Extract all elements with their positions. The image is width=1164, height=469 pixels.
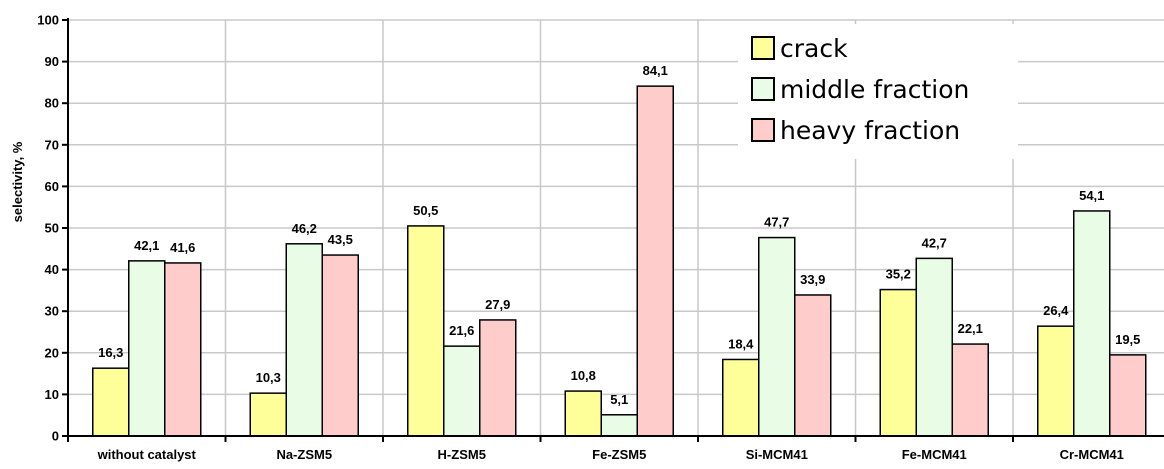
data-label: 47,7: [764, 215, 789, 230]
bar-middle-fraction: [758, 236, 796, 437]
data-label: 54,1: [1079, 188, 1104, 203]
bar-heavy-fraction: [794, 294, 832, 437]
bar-heavy-fraction: [479, 319, 517, 437]
y-tick-label: 80: [45, 96, 59, 111]
y-tick-label: 30: [45, 304, 59, 319]
data-label: 33,9: [800, 272, 825, 287]
data-label: 42,1: [134, 238, 159, 253]
data-label: 21,6: [449, 323, 474, 338]
bar-middle-fraction: [915, 257, 953, 437]
bar-crack: [1037, 325, 1075, 437]
y-tick-label: 0: [52, 429, 59, 444]
bar-middle-fraction: [285, 243, 323, 437]
y-tick-label: 50: [45, 221, 59, 236]
x-tick-label: Si-MCM41: [746, 447, 808, 462]
x-tick-label: Cr-MCM41: [1060, 447, 1124, 462]
y-tick-label: 100: [37, 13, 59, 28]
data-label: 26,4: [1043, 303, 1069, 318]
bar-middle-fraction: [600, 414, 638, 437]
data-label: 5,1: [610, 392, 628, 407]
x-tick-label: without catalyst: [97, 447, 197, 462]
bar-heavy-fraction: [636, 85, 674, 437]
data-label: 10,3: [256, 370, 281, 385]
y-tick-label: 90: [45, 54, 59, 69]
y-tick-labels: 0 10 20 30 40 50 60 70 80 90 100: [37, 13, 59, 444]
y-tick-label: 70: [45, 137, 59, 152]
legend-swatch-middle-fraction: [751, 77, 775, 101]
data-label: 84,1: [643, 63, 668, 78]
data-label: 19,5: [1115, 332, 1140, 347]
bar-crack: [92, 367, 130, 437]
bar-heavy-fraction: [951, 343, 989, 437]
bar-crack: [722, 358, 760, 437]
y-tick-label: 10: [45, 387, 59, 402]
bar-middle-fraction: [128, 260, 166, 437]
legend-label: middle fraction: [780, 75, 969, 104]
y-tick-label: 20: [45, 345, 59, 360]
bar-area: [92, 85, 1147, 437]
x-tick-label: Fe-ZSM5: [592, 447, 646, 462]
legend: crack middle fraction heavy fraction: [738, 24, 1018, 159]
bar-heavy-fraction: [164, 262, 202, 437]
bar-heavy-fraction: [321, 254, 359, 437]
x-tick-label: Fe-MCM41: [902, 447, 967, 462]
x-tick-labels: without catalyst Na-ZSM5 H-ZSM5 Fe-ZSM5 Si-M…: [97, 447, 1124, 462]
bar-middle-fraction: [1073, 210, 1111, 437]
data-label: 35,2: [886, 267, 911, 282]
data-label: 16,3: [98, 345, 123, 360]
y-tick-label: 60: [45, 179, 59, 194]
legend-label: crack: [780, 34, 848, 63]
bar-crack: [564, 390, 602, 437]
bar-heavy-fraction: [1109, 354, 1147, 437]
data-label: 46,2: [292, 221, 317, 236]
x-tick-label: H-ZSM5: [438, 447, 486, 462]
bar-crack: [407, 225, 445, 437]
data-label: 27,9: [485, 297, 510, 312]
data-label: 50,5: [413, 203, 438, 218]
grid-lines: [68, 19, 1164, 436]
legend-label: heavy fraction: [780, 116, 960, 145]
data-label: 22,1: [958, 321, 983, 336]
data-label: 43,5: [328, 232, 353, 247]
x-tick-label: Na-ZSM5: [276, 447, 332, 462]
legend-swatch-crack: [751, 36, 775, 60]
bar-crack: [879, 288, 917, 437]
y-tick-label: 40: [45, 262, 59, 277]
y-axis-title: selectivity, %: [10, 141, 25, 222]
bar-crack: [249, 392, 287, 437]
data-label: 42,7: [922, 235, 947, 250]
data-label: 18,4: [728, 336, 754, 351]
data-label: 10,8: [571, 368, 596, 383]
bar-middle-fraction: [443, 345, 481, 437]
data-labels: 16,3 42,1 41,6 10,3 46,2 43,5 50,5 21,6 27,9 10,8…: [98, 63, 1140, 407]
data-label: 41,6: [170, 240, 195, 255]
axes: [62, 18, 1164, 442]
legend-background: [738, 24, 1018, 159]
legend-swatch-heavy-fraction: [751, 118, 775, 142]
